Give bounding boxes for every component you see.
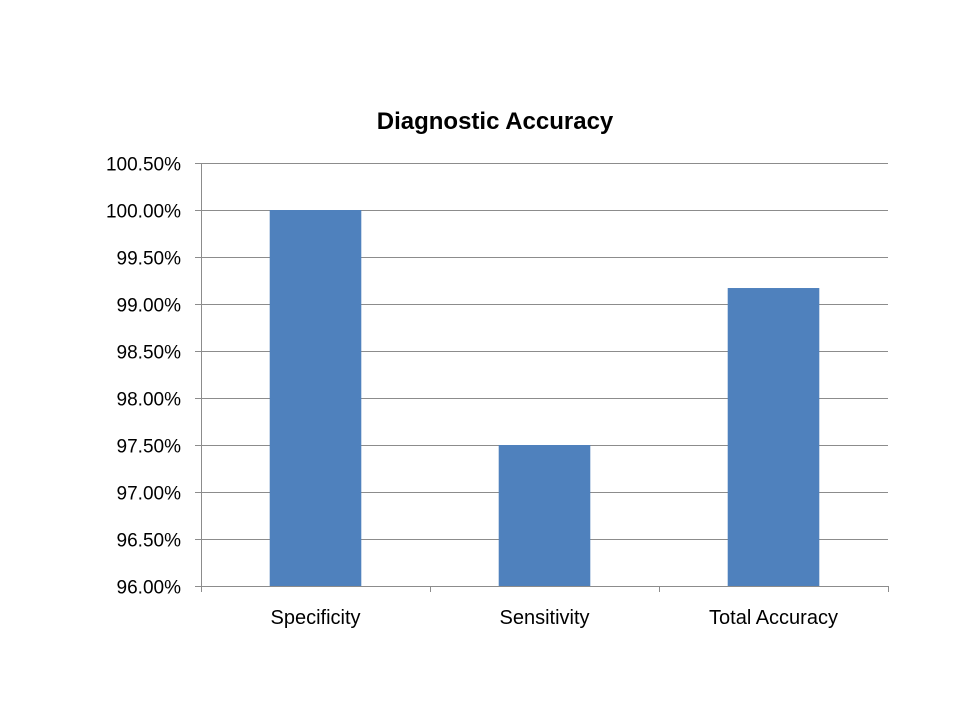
bar-total-accuracy	[727, 288, 820, 586]
chart-title: Diagnostic Accuracy	[376, 108, 614, 135]
x-category-label: Specificity	[270, 607, 360, 629]
y-tick-label: 99.00%	[117, 296, 182, 317]
bar-sensitivity	[498, 445, 591, 586]
tick-labels: 100.50% 100.00% 99.50% 99.00% 98.50% 98.00% 97…	[106, 155, 838, 630]
y-tick-label: 100.00%	[106, 202, 181, 223]
bars	[269, 210, 820, 586]
axes	[195, 163, 889, 592]
y-tick-label: 97.50%	[117, 437, 182, 458]
y-tick-label: 98.00%	[117, 390, 182, 411]
y-tick-label: 100.50%	[106, 155, 181, 176]
x-category-label: Sensitivity	[499, 607, 589, 629]
bar-specificity	[269, 210, 362, 586]
y-tick-label: 96.50%	[117, 531, 182, 552]
y-tick-label: 96.00%	[117, 578, 182, 599]
y-tick-label: 97.00%	[117, 484, 182, 505]
y-tick-label: 99.50%	[117, 249, 182, 270]
x-category-label: Total Accuracy	[709, 607, 838, 629]
y-tick-label: 98.50%	[117, 343, 182, 364]
